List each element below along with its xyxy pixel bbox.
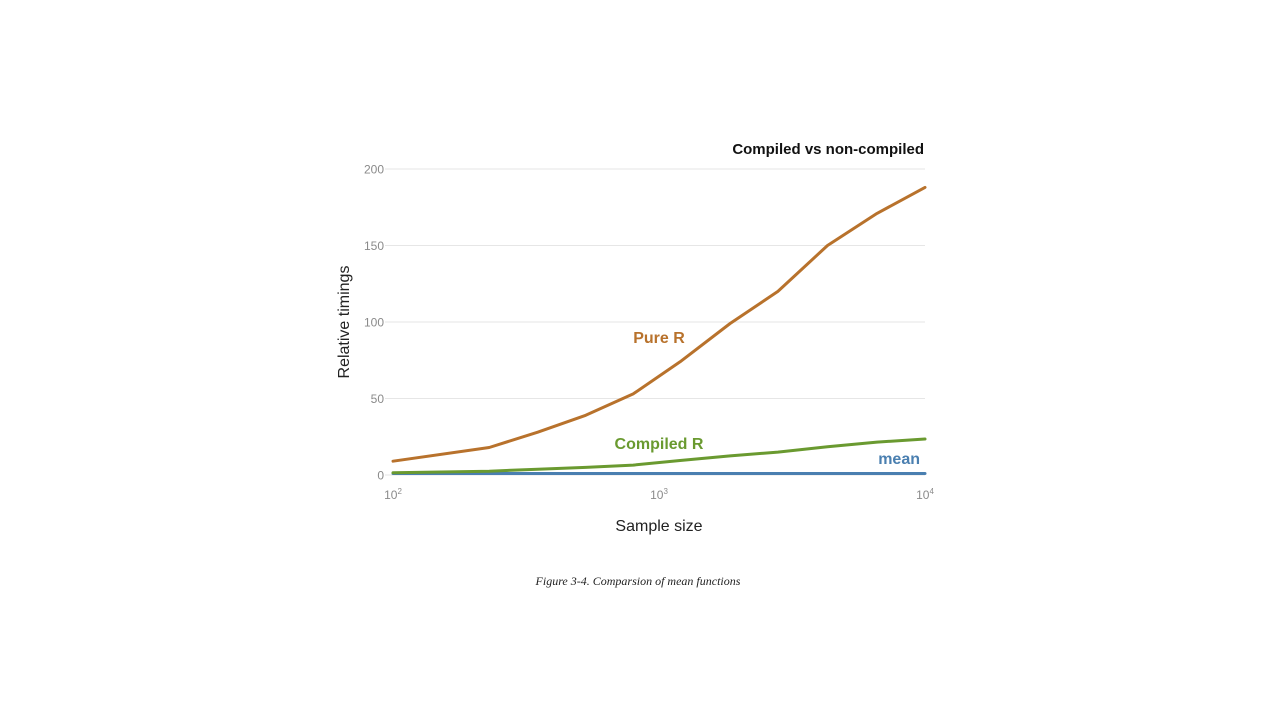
series-label-mean: mean	[878, 451, 920, 468]
grid-lines	[385, 168, 925, 476]
series-lines	[391, 185, 927, 475]
series-label-pure-r: Pure R	[633, 330, 685, 347]
y-tick-label: 0	[377, 469, 384, 483]
y-tick-label: 100	[364, 316, 384, 330]
series-labels: Pure R Compiled R mean	[615, 330, 920, 468]
x-tick-label: 104	[916, 487, 934, 502]
x-tick-label: 102	[384, 487, 402, 502]
y-axis-ticks: 0 50 100 150 200	[364, 163, 384, 483]
y-tick-label: 50	[371, 392, 385, 406]
series-line-pure-r	[391, 185, 927, 463]
x-axis-ticks: 102 103 104	[384, 487, 934, 502]
y-tick-label: 200	[364, 163, 384, 177]
y-axis-label: Relative timings	[336, 266, 353, 379]
x-tick-label: 103	[650, 487, 668, 502]
x-axis-label: Sample size	[615, 518, 702, 535]
chart-title: Compiled vs non-compiled	[732, 141, 924, 158]
y-tick-label: 150	[364, 239, 384, 253]
figure-caption: Figure 3-4. Comparsion of mean functions	[535, 574, 741, 588]
series-line-compiled-r	[391, 437, 927, 475]
series-label-compiled-r: Compiled R	[615, 436, 704, 453]
